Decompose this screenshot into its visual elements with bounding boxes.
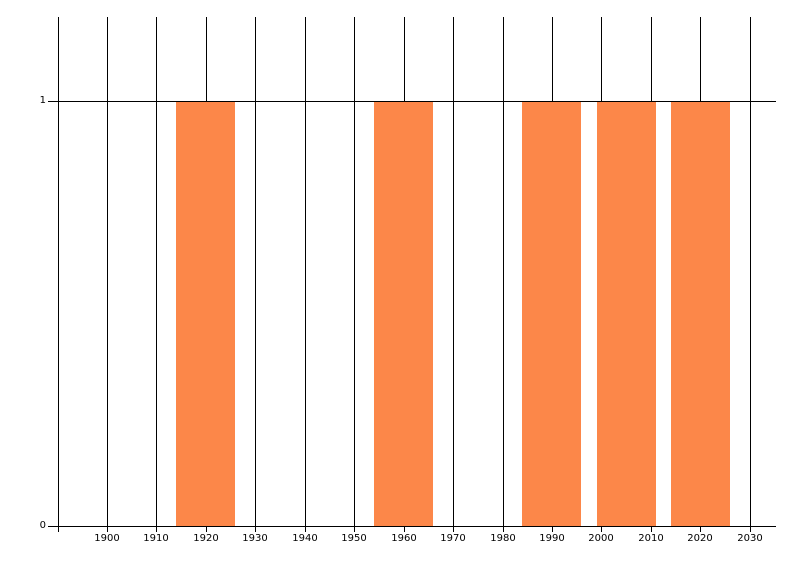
x-tick-label: 1960 [391, 533, 417, 544]
x-tick-label: 1910 [143, 533, 169, 544]
x-tick-label: 1990 [539, 533, 565, 544]
x-tick-label: 1980 [490, 533, 516, 544]
x-gridline [452, 17, 454, 532]
x-gridline [106, 17, 108, 532]
bar [176, 102, 235, 527]
x-tick-label: 1950 [341, 533, 367, 544]
x-tick-label: 1970 [440, 533, 466, 544]
bar [374, 102, 433, 527]
x-gridline [57, 17, 59, 532]
x-gridline [304, 17, 306, 532]
bar [671, 102, 730, 527]
x-tick-label: 1940 [292, 533, 318, 544]
x-gridline [254, 17, 256, 532]
x-gridline [749, 17, 751, 532]
x-gridline [155, 17, 157, 532]
x-tick-label: 2010 [638, 533, 664, 544]
x-gridline [353, 17, 355, 532]
x-tick-label: 2000 [588, 533, 614, 544]
x-gridline [502, 17, 504, 532]
x-tick-label: 1930 [242, 533, 268, 544]
y-tick-label: 0 [39, 520, 46, 531]
y-gridline [48, 101, 776, 102]
x-axis-line [48, 526, 776, 527]
bar [597, 102, 656, 527]
x-tick-label: 2020 [687, 533, 713, 544]
y-tick-label: 1 [39, 95, 46, 106]
bar [522, 102, 581, 527]
x-tick-label: 1900 [94, 533, 120, 544]
x-tick-label: 2030 [737, 533, 763, 544]
x-tick-label: 1920 [193, 533, 219, 544]
